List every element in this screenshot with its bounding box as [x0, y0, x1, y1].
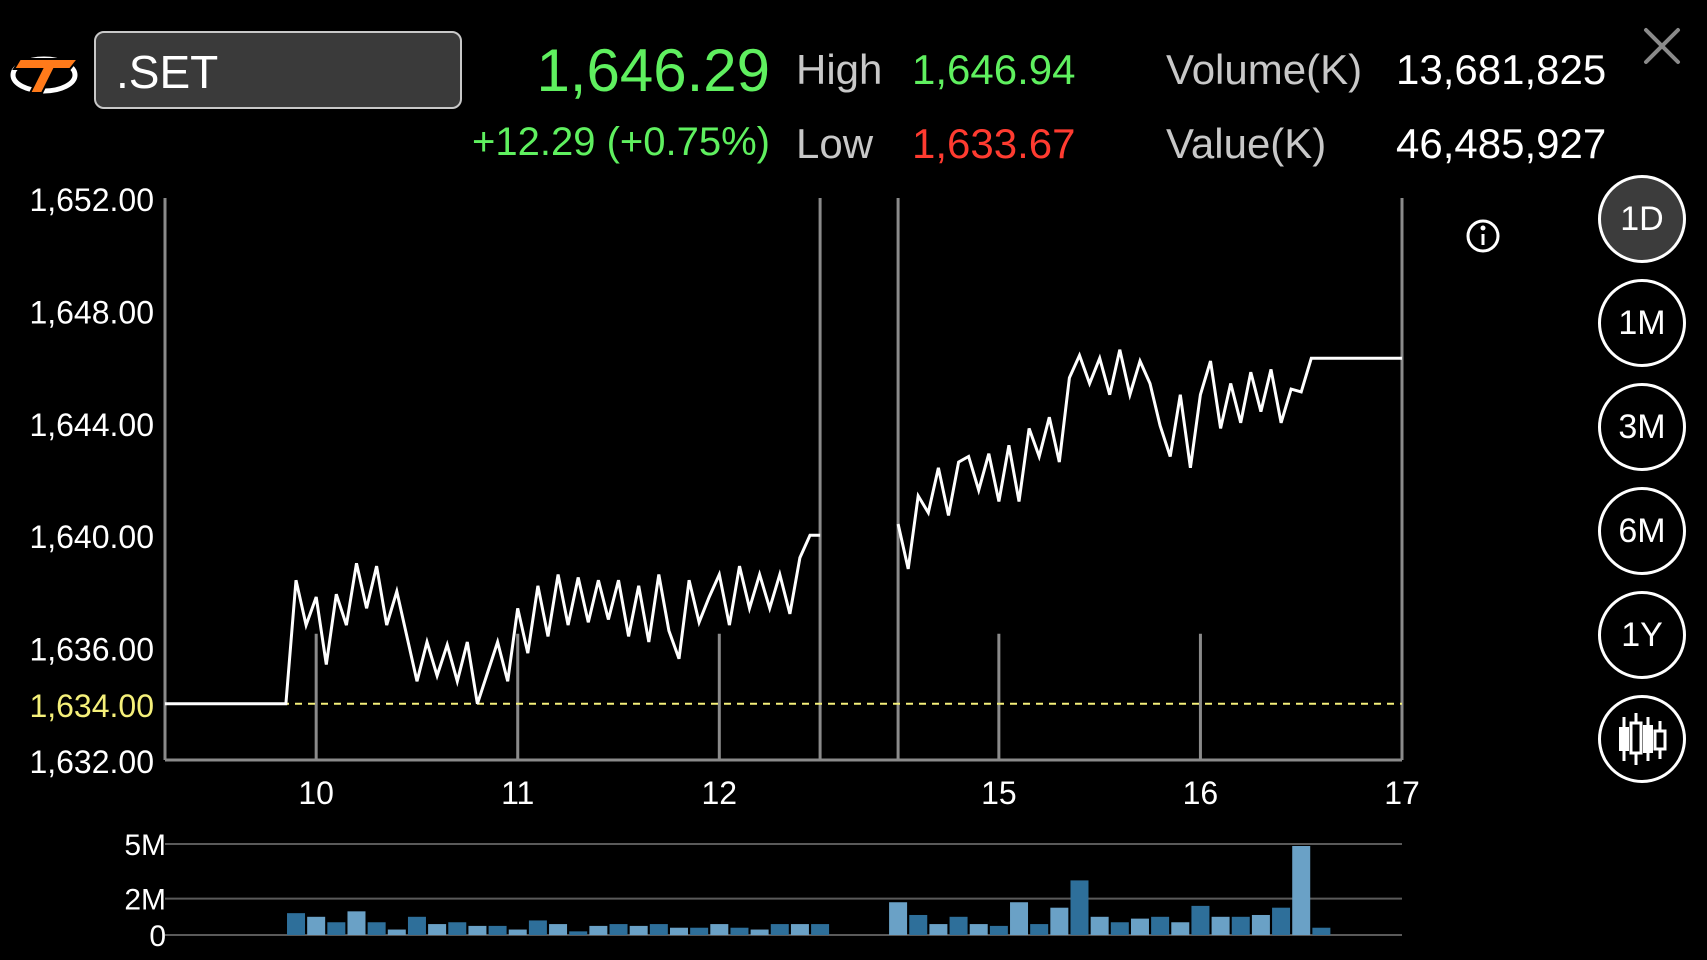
volume-bar — [307, 916, 326, 935]
volume-bar — [367, 922, 386, 935]
volume-bar — [1292, 846, 1311, 935]
symbol-text: .SET — [116, 46, 219, 98]
volume-bar — [1070, 880, 1089, 935]
timeframe-1y-button[interactable]: 1Y — [1598, 591, 1686, 679]
value-value: 46,485,927 — [1396, 120, 1607, 167]
symbol-input[interactable]: .SET — [94, 31, 462, 109]
volume-bar — [969, 924, 988, 935]
volume-bar — [811, 924, 830, 935]
volume-bar — [347, 911, 366, 935]
volume-bar — [889, 902, 908, 935]
timeframe-label: 6M — [1618, 511, 1666, 550]
volume-bar — [569, 931, 588, 935]
volume-bar — [327, 922, 346, 935]
x-tick-label: 17 — [1384, 775, 1420, 811]
info-icon[interactable] — [1466, 219, 1500, 253]
volume-bar — [1231, 916, 1250, 935]
logo-icon — [10, 56, 81, 94]
volume-bar — [1050, 907, 1069, 935]
volume-bar — [649, 924, 668, 935]
y-tick-label: 1,632.00 — [29, 744, 154, 780]
timeframe-label: 1Y — [1621, 615, 1663, 654]
timeframe-label: 3M — [1618, 407, 1666, 446]
volume-bar — [528, 920, 547, 935]
volume-value: 13,681,825 — [1396, 46, 1607, 93]
volume-bar — [750, 929, 769, 935]
volume-bar — [428, 924, 447, 935]
x-tick-label: 12 — [702, 775, 738, 811]
volume-bar — [1251, 914, 1270, 935]
candlestick-icon — [1619, 713, 1667, 765]
prev-close-label: 1,634.00 — [29, 688, 154, 724]
volume-bar — [589, 925, 608, 935]
volume-bar — [989, 925, 1008, 935]
volume-bar — [287, 913, 306, 935]
volume-bar — [609, 924, 628, 935]
timeframe-1m-button[interactable]: 1M — [1598, 279, 1686, 367]
timeframe-1d-button[interactable]: 1D — [1598, 175, 1686, 263]
price-change: +12.29 (+0.75%) — [472, 120, 770, 164]
y-tick-label: 1,640.00 — [29, 519, 154, 555]
volume-bar — [1171, 922, 1190, 935]
volume-bar — [1211, 916, 1230, 935]
volume-bar — [1151, 916, 1170, 935]
volume-label: Volume(K) — [1166, 46, 1363, 93]
high-label: High — [796, 46, 883, 93]
y-tick-label: 1,636.00 — [29, 632, 154, 668]
volume-tick-label: 0 — [149, 920, 166, 953]
volume-bar — [1030, 924, 1049, 935]
value-label: Value(K) — [1166, 120, 1327, 167]
x-tick-label: 11 — [501, 775, 534, 811]
volume-bar — [909, 914, 928, 935]
volume-bar — [488, 925, 507, 935]
volume-bar — [929, 924, 948, 935]
close-icon[interactable] — [1642, 26, 1682, 66]
y-tick-label: 1,644.00 — [29, 407, 154, 443]
timeframe-6m-button[interactable]: 6M — [1598, 487, 1686, 575]
price-series-line — [896, 349, 1402, 570]
low-label: Low — [796, 120, 874, 167]
last-price: 1,646.29 — [536, 37, 770, 104]
x-tick-label: 16 — [1183, 775, 1219, 811]
volume-bar — [549, 924, 568, 935]
volume-bar — [1090, 916, 1109, 935]
volume-bar — [949, 916, 968, 935]
price-series-line — [165, 533, 821, 706]
volume-bar — [1130, 918, 1149, 935]
y-tick-label: 1,648.00 — [29, 294, 154, 330]
timeframe-label: 1M — [1618, 303, 1666, 342]
volume-bar — [629, 925, 648, 935]
candlestick-button[interactable] — [1598, 695, 1686, 783]
timeframe-3m-button[interactable]: 3M — [1598, 383, 1686, 471]
volume-bar — [448, 922, 467, 935]
volume-bar — [790, 924, 809, 935]
volume-bar — [1010, 902, 1029, 935]
high-value: 1,646.94 — [912, 46, 1076, 93]
volume-bar — [669, 927, 688, 935]
x-tick-label: 15 — [981, 775, 1017, 811]
volume-bar — [770, 924, 789, 935]
volume-bar — [710, 924, 729, 935]
volume-bar — [1272, 907, 1291, 935]
volume-bar — [1312, 927, 1331, 935]
volume-tick-label: 2M — [124, 884, 166, 917]
volume-bar — [1191, 905, 1210, 935]
timeframe-label: 1D — [1620, 199, 1664, 238]
volume-bar — [387, 929, 406, 935]
volume-bar — [690, 927, 709, 935]
volume-bar — [407, 916, 426, 935]
x-tick-label: 10 — [298, 775, 334, 811]
volume-bar — [730, 927, 749, 935]
volume-bar — [468, 925, 487, 935]
y-tick-label: 1,652.00 — [29, 182, 154, 218]
volume-bar — [508, 929, 527, 935]
volume-tick-label: 5M — [124, 829, 166, 862]
volume-bar — [1110, 922, 1129, 935]
low-value: 1,633.67 — [912, 120, 1076, 167]
